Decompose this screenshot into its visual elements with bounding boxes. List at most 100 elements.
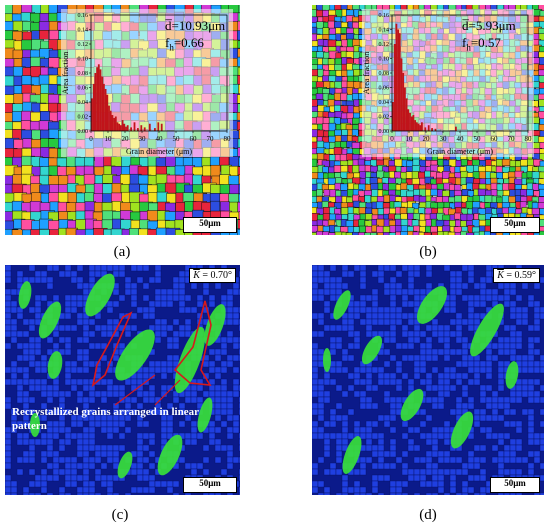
y-tick-label: 0.10 [379,57,390,63]
bar [103,83,105,131]
x-tick-label: 80 [224,135,232,143]
y-tick-label: 0.08 [78,71,89,77]
kam-grains [312,265,544,495]
bar [133,122,136,131]
y-tick-label: 0.14 [78,28,89,34]
bar [137,128,139,131]
bar [393,44,396,131]
scale-bar-a: 50μm [183,217,237,233]
bar [434,128,437,131]
x-tick-label: 40 [156,135,164,143]
panel-b-map: 0 10 20 30 40 50 60 70 80 0.00 0.02 0.04 0.06 0.08 0.1… [312,5,544,235]
y-tick-label: 0.00 [379,129,390,135]
kam-average-d: K = 0.59° [493,268,540,283]
scale-bar-d: 50μm [490,477,540,493]
y-tick-label: 0.16 [379,13,390,19]
x-tick-label: 0 [390,135,394,143]
bar [121,120,124,131]
bar [114,116,117,131]
panel-d-map: K = 0.59° 50μm [312,265,544,495]
panel-label-d: (d) [419,507,437,523]
bar [414,120,416,131]
x-tick-label: 60 [190,135,198,143]
y-tick-label: 0.02 [78,115,89,121]
strain-free-patches [323,286,519,474]
x-tick-label: 70 [508,135,516,143]
bar [96,67,98,131]
kam-grains [5,265,240,495]
bar [148,123,151,131]
y-tick-label: 0.06 [78,86,89,92]
bar [94,73,97,131]
bar [108,105,110,131]
bar [400,58,403,131]
y-tick-label: 0.08 [379,71,390,77]
bar [118,123,121,131]
y-tick-label: 0.04 [78,100,89,106]
panel-c-map: K = 0.70° Recrystallized grains arranged… [5,265,240,495]
fraction-b: fh=0.57 [462,35,501,53]
recrystallized-annotation: Recrystallized grains arranged in linear… [12,406,199,432]
kam-map-c [5,265,240,495]
y-axis-label: Area fraction [61,52,70,94]
panel-label-a: (a) [113,244,131,260]
bar [140,125,143,131]
x-tick-label: 70 [207,135,215,143]
y-axis-label: Area fraction [362,52,371,94]
bar [410,116,413,131]
x-tick-label: 30 [139,135,147,143]
bar [415,122,418,131]
bar [157,122,160,131]
bar [106,94,109,131]
panel-label-b: (b) [419,244,437,260]
recrystallized-outlines [91,300,212,406]
x-tick-label: 20 [423,135,431,143]
histogram-a: 0 10 20 30 40 50 60 70 80 0.00 0.02 0.04 0.06 0.08 0.1… [61,9,233,157]
bar [99,69,102,131]
fraction-a: fh=0.66 [165,35,204,53]
bar [154,128,156,131]
x-tick-label: 50 [173,135,181,143]
bar [101,76,104,131]
mean-diameter-a: d̅=10.93μm [165,18,226,33]
bar [91,98,93,131]
bar [92,83,95,131]
scale-bar-b: 50μm [490,217,540,233]
bar [109,110,112,131]
panel-label-c: (c) [111,507,129,523]
bar [431,128,433,131]
bar [419,125,422,131]
bar [104,88,107,131]
bar [97,64,100,131]
bar [113,117,115,131]
x-tick-label: 60 [491,135,499,143]
x-tick-label: 20 [122,135,130,143]
bar [421,122,423,131]
mean-diameter-b: d̅=5.93μm [462,18,516,33]
bar [120,125,122,131]
y-tick-label: 0.06 [379,86,390,92]
bar [398,33,401,131]
x-tick-label: 50 [474,135,482,143]
panel-a-map: 0 10 20 30 40 50 60 70 80 0.00 0.02 0.04 0.06 0.08 0.1… [5,5,240,235]
bar [397,29,399,131]
bar [455,126,457,131]
y-tick-label: 0.10 [78,57,89,63]
bar [111,115,114,131]
bar [126,125,129,131]
bar [427,125,430,131]
x-tick-label: 80 [525,135,533,143]
bar [143,127,146,131]
bar [424,127,427,131]
bar [125,126,127,131]
bar [392,102,394,131]
x-tick-label: 30 [440,135,448,143]
bar [123,123,126,131]
bar [395,23,398,132]
stats-b: d̅=5.93μm fh=0.57 [462,17,516,57]
bar [116,122,119,131]
kam-map-d [312,265,544,495]
bar [160,123,163,131]
bar [405,98,408,131]
x-tick-label: 0 [89,135,93,143]
